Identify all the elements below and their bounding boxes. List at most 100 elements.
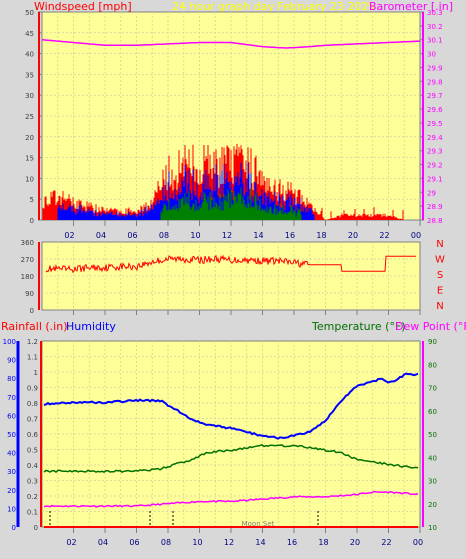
barometer-tick-label: 28.9 (427, 203, 443, 211)
compass-label: N (436, 239, 443, 250)
windspeed-tick-label: 25 (25, 113, 34, 121)
humidity-tick-label: 30 (7, 468, 16, 476)
temperature-tick-label: 40 (428, 454, 437, 462)
barometer-line (41, 38, 421, 49)
time-tick-label: 08 (159, 231, 169, 240)
barometer-tick-label: 29.6 (427, 106, 443, 114)
barometer-tick-label: 29.5 (427, 120, 443, 128)
time-tick-label: 18 (318, 538, 328, 547)
humidity-tick-label: 100 (3, 338, 16, 346)
time-tick-label: 20 (348, 231, 358, 240)
rainfall-tick-label: 0.7 (27, 416, 38, 424)
windspeed-axis-label: Windspeed [mph] (34, 0, 132, 13)
time-tick-label: 06 (127, 231, 137, 240)
barometer-tick-label: 29.2 (427, 162, 443, 170)
time-tick-label: 14 (255, 538, 265, 547)
rainfall-tick-label: 1.2 (27, 338, 38, 346)
temperature-tick-label: 50 (428, 431, 437, 439)
temperature-axis-label: Temperature (°F) (311, 320, 406, 333)
time-tick-label: 16 (285, 231, 295, 240)
time-tick-label: 12 (224, 538, 234, 547)
time-tick-label: 22 (381, 538, 391, 547)
humidity-tick-label: 0 (12, 524, 16, 532)
temperature-tick-label: 20 (428, 501, 437, 509)
rainfall-axis-label: Rainfall (.in) (1, 320, 68, 333)
windspeed-tick-label: 35 (25, 71, 34, 79)
temperature-line (43, 443, 419, 474)
wind-barometer-panel: 0 5 10 15 20 25 30 35 40 45 50 28.8 28.9 29 29.1 29.2 29… (25, 9, 443, 240)
time-tick-label: 18 (316, 231, 326, 240)
moon-set-label: Moon Set (242, 520, 275, 528)
windspeed-tick-label: 0 (30, 217, 34, 225)
humidity-tick-label: 50 (7, 431, 16, 439)
temperature-tick-label: 90 (428, 338, 437, 346)
time-tick-label: 02 (64, 231, 74, 240)
barometer-tick-label: 29 (427, 189, 436, 197)
windspeed-tick-label: 45 (25, 30, 34, 38)
temperature-tick-label: 10 (428, 524, 437, 532)
humidity-tick-label: 20 (7, 487, 16, 495)
barometer-tick-label: 30.1 (427, 37, 443, 45)
time-tick-label: 10 (190, 231, 200, 240)
barometer-tick-label: 29.1 (427, 175, 443, 183)
barometer-tick-label: 29.3 (427, 148, 443, 156)
time-tick-label: 22 (379, 231, 389, 240)
time-tick-label: 20 (350, 538, 360, 547)
rainfall-tick-label: 0.6 (27, 431, 39, 439)
compass-label: N (436, 301, 443, 312)
rainfall-tick-label: 0.9 (27, 385, 38, 393)
barometer-axis-label: Barometer [.in] (369, 0, 453, 13)
rainfall-tick-label: 1.1 (27, 354, 38, 362)
time-tick-label: 16 (287, 538, 297, 547)
rainfall-tick-label: 0.1 (27, 509, 38, 517)
windspeed-tick-label: 40 (25, 51, 34, 59)
humidity-tick-label: 70 (7, 394, 16, 402)
direction-tick-label: 270 (21, 256, 34, 264)
barometer-tick-label: 29.8 (427, 78, 443, 86)
windspeed-tick-label: 10 (25, 175, 34, 183)
humidity-axis-label: Humidity (66, 320, 116, 333)
direction-tick-label: 360 (21, 239, 34, 247)
compass-label: W (435, 255, 445, 266)
temperature-tick-label: 30 (428, 478, 437, 486)
rainfall-tick-label: 0.5 (27, 447, 38, 455)
time-tick-label: 04 (98, 538, 108, 547)
temperature-tick-label: 70 (428, 385, 437, 393)
humidity-tick-label: 40 (7, 450, 16, 458)
humidity-tick-label: 80 (7, 375, 16, 383)
rainfall-tick-label: 0.8 (27, 400, 38, 408)
windspeed-tick-label: 5 (30, 196, 34, 204)
direction-tick-label: 0 (30, 307, 34, 315)
rainfall-tick-label: 0.3 (27, 478, 38, 486)
time-tick-label: 14 (253, 231, 263, 240)
compass-label: E (437, 286, 443, 297)
temperature-tick-label: 80 (428, 361, 437, 369)
direction-tick-label: 90 (25, 290, 34, 298)
time-tick-label: 10 (192, 538, 202, 547)
humidity-tick-label: 60 (7, 412, 16, 420)
time-tick-label: 00 (413, 538, 423, 547)
barometer-tick-label: 30.3 (427, 9, 443, 17)
barometer-tick-label: 29.9 (427, 64, 443, 72)
rainfall-tick-label: 0.4 (27, 462, 39, 470)
time-tick-label: 06 (129, 538, 139, 547)
humidity-tick-label: 10 (7, 505, 16, 513)
temperature-tick-label: 60 (428, 408, 437, 416)
windspeed-tick-label: 20 (25, 134, 34, 142)
time-tick-label: 08 (161, 538, 171, 547)
windspeed-tick-label: 50 (25, 9, 34, 17)
time-tick-label: 02 (66, 538, 76, 547)
rainfall-tick-label: 0 (34, 524, 38, 532)
windspeed-tick-label: 30 (25, 92, 34, 100)
dewpoint-axis-label: Dew Point (°F) (395, 320, 466, 333)
humidity-temperature-panel: 010203040506070809010000.10.20.30.40.50.… (3, 338, 437, 547)
compass-label: S (437, 270, 443, 281)
barometer-tick-label: 29.4 (427, 134, 443, 142)
time-tick-label: 00 (411, 231, 421, 240)
wind-direction-line (45, 254, 416, 274)
dewpoint-line (43, 490, 419, 508)
time-tick-label: 04 (96, 231, 106, 240)
barometer-tick-label: 29.7 (427, 92, 443, 100)
